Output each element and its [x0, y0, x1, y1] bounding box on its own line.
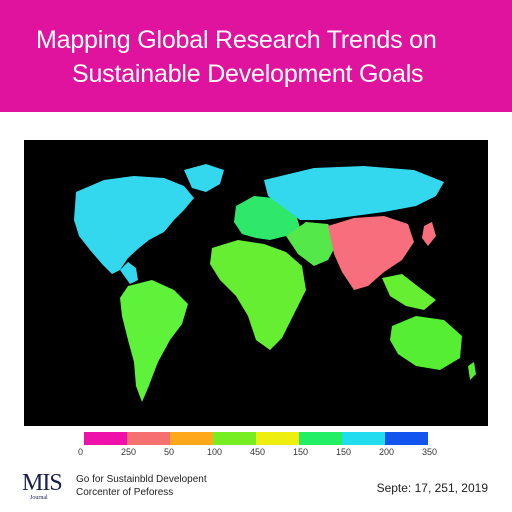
header-banner: Mapping Global Research Trends on Sustai…	[0, 0, 512, 112]
legend-swatch-3	[213, 432, 256, 445]
legend-swatch-6	[342, 432, 385, 445]
region-north-america[interactable]	[74, 176, 194, 274]
organization-text: Go for Sustainbld Developent Corcenter o…	[76, 473, 207, 499]
legend-swatch-7	[385, 432, 428, 445]
legend-tick-label: 350	[422, 447, 438, 457]
legend-tick-label: 450	[250, 447, 266, 457]
region-middle-east[interactable]	[286, 222, 338, 266]
legend-color-bar	[84, 432, 428, 445]
legend-tick-label: 0	[78, 447, 84, 457]
region-new-zealand[interactable]	[468, 362, 476, 380]
legend-swatch-1	[127, 432, 170, 445]
region-australia[interactable]	[390, 316, 462, 370]
legend-swatch-5	[299, 432, 342, 445]
region-central-america[interactable]	[120, 262, 138, 284]
page-title-line-2: Sustainable Development Goals	[72, 60, 424, 88]
world-map-svg	[24, 140, 488, 426]
organization-line-1: Go for Sustainbld Developent	[76, 474, 207, 485]
world-map	[24, 140, 488, 426]
legend-tick-label: 150	[336, 447, 352, 457]
journal-logo: MIS	[22, 470, 63, 496]
page-title-line-1: Mapping Global Research Trends on	[36, 26, 437, 54]
publication-date: Septe: 17, 251, 2019	[376, 481, 488, 495]
organization-line-2: Corcenter of Peforess	[76, 487, 174, 498]
region-china-india[interactable]	[328, 216, 414, 290]
legend-tick-label: 50	[164, 447, 175, 457]
region-africa[interactable]	[210, 240, 306, 350]
legend-tick-label: 100	[207, 447, 223, 457]
legend-swatch-0	[84, 432, 127, 445]
region-greenland[interactable]	[184, 164, 224, 192]
legend-tick-labels: 0 250 50 100 450 150 150 200 350	[0, 447, 512, 461]
legend-tick-label: 250	[121, 447, 137, 457]
region-south-america[interactable]	[120, 280, 188, 402]
legend-swatch-2	[170, 432, 213, 445]
legend-swatch-4	[256, 432, 299, 445]
legend-tick-label: 150	[293, 447, 309, 457]
legend-tick-label: 200	[379, 447, 395, 457]
journal-logo-subtext: Journal	[30, 495, 48, 501]
region-southeast-asia[interactable]	[382, 274, 436, 310]
region-russia[interactable]	[264, 166, 444, 220]
region-japan[interactable]	[422, 222, 436, 246]
